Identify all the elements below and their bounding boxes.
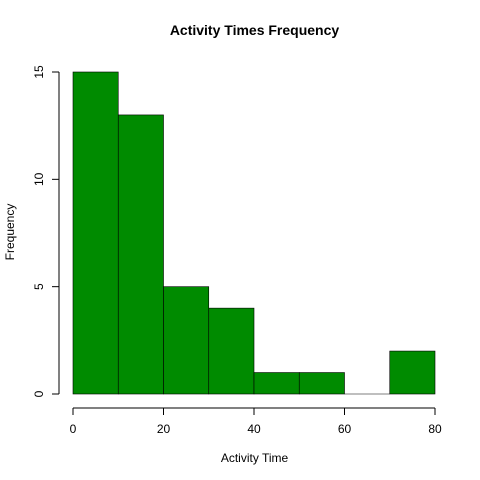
histogram-bar-0 xyxy=(72,71,119,395)
histogram-bar-4 xyxy=(253,372,300,395)
y-axis-label: Frequency xyxy=(3,204,17,261)
x-tick-label-60: 60 xyxy=(338,422,352,436)
x-tick-label-0: 0 xyxy=(70,422,77,436)
histogram-bar-3 xyxy=(208,307,255,395)
y-axis: 0 5 10 15 xyxy=(32,65,60,397)
histogram-bar-1 xyxy=(117,114,164,395)
x-tick-label-20: 20 xyxy=(157,422,171,436)
x-axis: 0 20 40 60 80 xyxy=(70,407,442,436)
y-tick-label-10: 10 xyxy=(32,172,46,186)
histogram-bar-5 xyxy=(298,372,345,395)
histogram-bar-2 xyxy=(163,286,210,395)
y-tick-label-5: 5 xyxy=(32,283,46,290)
y-tick-label-15: 15 xyxy=(32,65,46,79)
histogram-bar-7 xyxy=(389,350,436,395)
x-axis-label: Activity Time xyxy=(221,451,289,465)
chart-title: Activity Times Frequency xyxy=(170,22,340,38)
y-tick-label-0: 0 xyxy=(32,390,46,397)
x-tick-label-40: 40 xyxy=(247,422,261,436)
x-tick-label-80: 80 xyxy=(428,422,442,436)
bars-group xyxy=(72,71,436,395)
